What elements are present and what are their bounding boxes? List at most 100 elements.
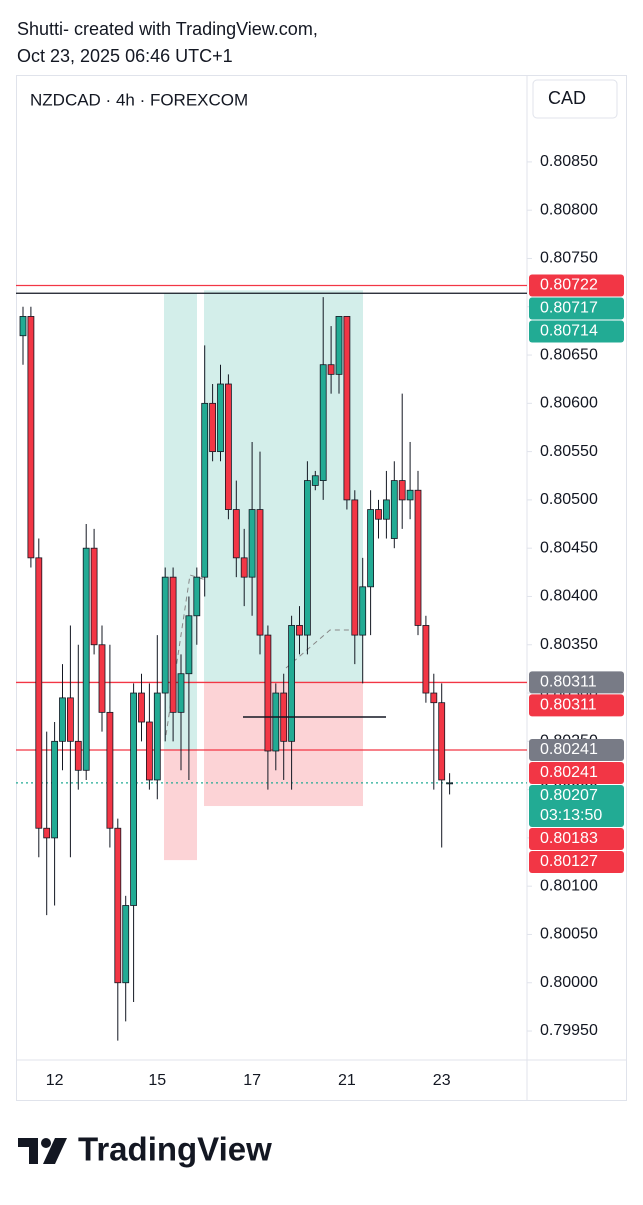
x-tick-label: 12 xyxy=(46,1072,64,1089)
candle-body xyxy=(169,576,177,713)
candle-body xyxy=(67,697,74,742)
candle-body xyxy=(327,364,335,375)
candle-body xyxy=(422,625,430,694)
candle-body xyxy=(209,402,217,453)
candle-body xyxy=(311,475,319,486)
candle-body xyxy=(59,697,66,742)
candle-body xyxy=(414,489,422,626)
header-line: Shutti- created with TradingView.com, xyxy=(17,19,318,39)
price-tags: 0.80722 0.80717 0.80714 0.80311 0.80311 0.802… xyxy=(529,274,624,874)
price-tag xyxy=(529,739,624,762)
logo-text: TradingView xyxy=(78,1131,272,1168)
candle-body xyxy=(264,634,272,752)
trade-path xyxy=(165,574,207,736)
candle-body xyxy=(343,316,351,501)
candle-body xyxy=(90,547,98,646)
candle-body xyxy=(256,509,264,636)
y-tick-label: 0.80450 xyxy=(540,539,598,556)
price-tag xyxy=(529,762,624,785)
price-tag xyxy=(529,297,624,320)
candle-body xyxy=(98,644,106,713)
currency-button[interactable] xyxy=(532,79,618,119)
price-tag-label: 0.80311 xyxy=(540,674,597,691)
x-tick-label: 23 xyxy=(433,1072,451,1089)
price-tag xyxy=(529,785,624,828)
chart-frame xyxy=(16,75,627,1101)
candle-body xyxy=(359,586,367,636)
price-tag xyxy=(529,828,624,851)
y-tick-label: 0.80550 xyxy=(540,443,598,460)
candle-body xyxy=(185,615,193,675)
candle-body xyxy=(303,480,311,636)
candle-body xyxy=(367,509,375,588)
candles xyxy=(19,297,454,1041)
countdown: 03:13:50 xyxy=(540,807,602,824)
y-tick-label: 0.80500 xyxy=(540,491,598,508)
candle-body xyxy=(319,364,327,481)
y-tick-label: 0.80350 xyxy=(540,636,598,653)
candle-body xyxy=(201,402,209,578)
currency[interactable]: CAD xyxy=(548,88,586,108)
y-tick-label: 0.80600 xyxy=(540,395,598,412)
price-tag-label: 0.80183 xyxy=(540,830,598,847)
candle-body xyxy=(272,692,280,752)
y-tick-label: 0.80000 xyxy=(540,974,598,991)
price-tag-label: 0.80714 xyxy=(540,323,598,340)
price-tag-label: 0.80127 xyxy=(540,853,598,870)
candle-body xyxy=(406,489,414,501)
trade-path xyxy=(285,629,362,669)
y-tick-label: 0.80050 xyxy=(540,926,598,943)
position-tools xyxy=(164,290,363,861)
price-tag-label: 0.80241 xyxy=(540,741,598,758)
candle-body xyxy=(446,782,454,785)
x-tick-label: 21 xyxy=(338,1072,356,1089)
candle-body xyxy=(438,702,446,781)
price-tag xyxy=(529,320,624,343)
candle-body xyxy=(138,692,145,723)
y-tick-label: 0.79950 xyxy=(540,1022,598,1039)
candle-body xyxy=(335,316,343,375)
logo-mark xyxy=(18,1138,38,1164)
candle-body xyxy=(130,692,138,906)
candle-body xyxy=(74,740,82,771)
price-tag-label: 0.80207 xyxy=(540,787,598,804)
candle-body xyxy=(224,383,232,510)
price-tag-label: 0.80717 xyxy=(540,300,598,317)
price-tag-label: 0.80722 xyxy=(540,277,598,294)
candle-body xyxy=(232,509,240,559)
candle-body xyxy=(430,692,438,704)
candle-body xyxy=(240,557,248,578)
candle-body xyxy=(217,383,224,453)
candle-body xyxy=(82,547,90,771)
candle-body xyxy=(161,576,169,694)
price-tag xyxy=(529,694,624,717)
chart-title: NZDCAD · 4h · FOREXCOM xyxy=(30,90,248,109)
y-tick-label: 0.80750 xyxy=(540,250,598,267)
price-tag xyxy=(529,671,624,694)
candle-body xyxy=(153,692,161,781)
candle-body xyxy=(193,576,201,617)
candle-body xyxy=(296,625,303,636)
candle-body xyxy=(398,480,406,501)
candle-body xyxy=(145,721,153,781)
y-tick-label: 0.80650 xyxy=(540,346,598,363)
candle-body xyxy=(288,625,296,742)
y-tick-label: 0.80850 xyxy=(540,153,598,170)
candle-body xyxy=(351,499,359,636)
candle-body xyxy=(51,740,58,839)
candle-body xyxy=(27,316,35,559)
candle-body xyxy=(177,673,185,713)
candle-body xyxy=(114,827,122,984)
candle-body xyxy=(390,480,398,539)
price-tag xyxy=(529,851,624,874)
candle-body xyxy=(375,509,382,520)
x-tick-label: 17 xyxy=(243,1072,261,1089)
price-tag xyxy=(529,274,624,297)
y-tick-label: 0.80800 xyxy=(540,201,598,218)
candle-body xyxy=(122,905,130,984)
candle-body xyxy=(248,509,256,578)
candle-body xyxy=(19,316,27,337)
header-line: Oct 23, 2025 06:46 UTC+1 xyxy=(17,46,233,66)
